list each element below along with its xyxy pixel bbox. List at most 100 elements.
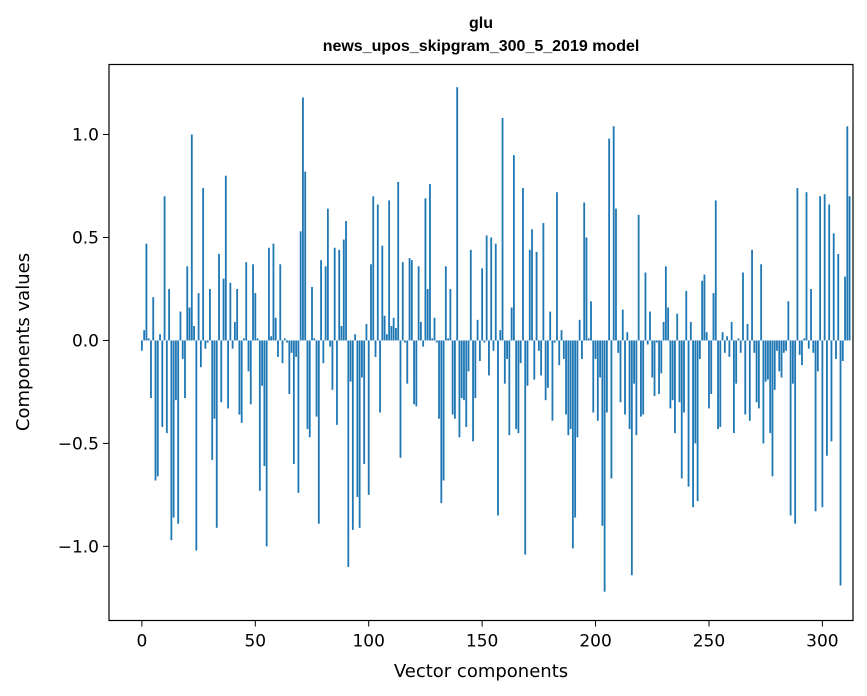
bar-7 [156,340,159,477]
bar-256 [721,332,724,341]
bar-20 [186,266,189,341]
bar-283 [782,340,785,353]
bar-8 [159,334,161,341]
bar-295 [810,288,812,341]
bar-208 [612,126,615,341]
bar-292 [803,338,806,341]
bar-169 [524,340,527,555]
bar-41 [233,321,236,341]
bar-116 [404,340,406,343]
bar-57 [270,336,273,341]
bar-275 [764,340,767,382]
bar-247 [701,280,704,341]
bar-102 [372,196,375,341]
bar-188 [567,340,570,436]
bar-240 [685,291,688,341]
bar-93 [351,340,354,530]
bar-46 [245,262,248,341]
bar-155 [492,340,495,351]
bar-209 [615,208,617,341]
bar-152 [485,235,488,341]
bar-6 [154,340,157,481]
bar-236 [676,313,679,341]
bar-298 [816,340,819,372]
bar-24 [195,340,198,551]
bar-245 [696,340,699,502]
bar-56 [268,247,270,341]
bar-110 [390,326,393,341]
bar-190 [571,340,574,549]
bar-86 [336,340,338,425]
bar-63 [283,338,286,341]
bar-106 [381,245,384,341]
bar-36 [222,278,225,341]
bar-274 [762,340,765,444]
plot-frame [108,63,854,622]
bar-85 [333,247,336,341]
bar-146 [472,340,474,442]
y-tick-label: 0.0 [72,331,99,351]
bar-151 [483,340,486,343]
bar-171 [528,249,531,341]
x-axis-label: Vector components [394,661,568,682]
bar-198 [590,301,592,341]
bar-200 [594,340,597,359]
bar-62 [281,340,284,364]
bar-293 [805,192,808,341]
bar-125 [424,198,427,341]
bar-263 [737,338,740,341]
bar-286 [789,340,792,516]
bar-30 [209,288,211,341]
bar-243 [692,340,694,508]
bar-158 [499,330,502,341]
y-tick-label: −0.5 [58,434,99,454]
bar-299 [819,196,822,341]
bar-29 [206,340,209,343]
bar-139 [456,87,459,341]
bar-211 [619,340,622,403]
bar-294 [807,340,810,349]
bar-135 [447,338,450,341]
bar-175 [537,340,540,351]
bar-297 [814,340,817,512]
bar-17 [179,311,182,341]
bar-266 [744,340,747,415]
bar-156 [494,243,497,341]
bar-35 [220,340,223,403]
bar-138 [454,340,456,419]
bar-5 [152,297,155,341]
bar-239 [683,340,685,413]
x-tick-label: 150 [466,632,498,652]
bar-241 [687,340,690,487]
y-axis-label: Components values [13,253,34,431]
bar-153 [488,340,490,376]
bar-4 [150,340,152,399]
bar-271 [755,340,758,403]
bar-143 [465,340,468,427]
bar-140 [458,340,461,438]
bar-254 [717,340,719,429]
y-tick-label: 0.5 [72,228,99,248]
bar-201 [596,340,599,421]
bar-89 [342,239,345,341]
bar-121 [415,340,418,407]
bar-194 [581,340,583,359]
bar-199 [592,340,595,413]
bar-219 [637,214,640,341]
bar-288 [794,340,797,524]
bar-217 [633,340,636,384]
bar-301 [823,194,826,341]
bar-55 [265,340,268,547]
bar-291 [801,340,803,366]
y-tick-label: 1.0 [72,126,99,146]
bar-310 [844,276,846,341]
bar-173 [533,340,536,380]
bar-282 [780,340,783,378]
bar-181 [551,340,554,421]
bar-306 [835,340,837,359]
bar-226 [653,340,656,397]
bar-94 [354,334,357,341]
bar-223 [646,340,649,345]
bar-195 [583,202,586,341]
bar-192 [576,340,579,438]
